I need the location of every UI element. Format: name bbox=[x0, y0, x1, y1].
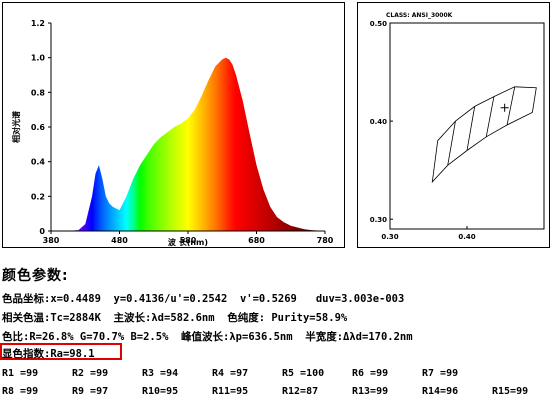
chromaticity-line: 色品坐标:x=0.4489 y=0.4136/u'=0.2542 v'=0.52… bbox=[2, 293, 405, 305]
cri-value: R8 =99 bbox=[2, 386, 39, 397]
spectrum-chart-panel: 0 0.2 0.4 0.6 0.8 1.0 1.2 380 480 580 680 780 波 长(nm… bbox=[2, 2, 345, 248]
cri-value: R4 =97 bbox=[212, 368, 249, 379]
x-tick-label: 380 bbox=[43, 236, 60, 245]
cri-value: R1 =99 bbox=[2, 368, 39, 379]
y-axis-label: 相对光谱 bbox=[11, 111, 21, 143]
x-tick-label: 680 bbox=[248, 236, 265, 245]
y-tick-label: 0.4 bbox=[31, 158, 46, 167]
cie-x-tick-label: 0.40 bbox=[458, 233, 475, 241]
y-tick-label: 1.2 bbox=[31, 19, 45, 28]
cri-value: R10=95 bbox=[142, 386, 179, 397]
cie-y-tick-label: 0.50 bbox=[370, 20, 387, 28]
ansi-quadrangle-divider bbox=[506, 86, 516, 126]
cri-line: 显色指数:Ra=98.1 bbox=[2, 348, 95, 360]
cri-highlight-box bbox=[0, 343, 122, 360]
cie-chart: CLASS: ANSI_3000K 0.30 0.40 0.50 0.30 0.40 bbox=[370, 12, 545, 241]
spectrum-chart: 0 0.2 0.4 0.6 0.8 1.0 1.2 380 480 580 680 780 波 长(nm… bbox=[11, 19, 334, 247]
y-tick-label: 0 bbox=[39, 227, 45, 236]
cie-x-tick-label: 0.30 bbox=[381, 233, 398, 241]
cct-line: 相关色温:Tc=2884K 主波长:λd=582.6nm 色纯度: Purity… bbox=[2, 312, 348, 324]
cri-value: R6 =99 bbox=[352, 368, 389, 379]
cri-value: R13=99 bbox=[352, 386, 389, 397]
color-ratio-line: 色比:R=26.8% G=70.7% B=2.5% 峰值波长:λp=636.5n… bbox=[2, 331, 413, 343]
ansi-quadrangle-divider bbox=[485, 96, 495, 137]
ansi-quadrangle-divider bbox=[466, 106, 476, 151]
cie-plot-frame bbox=[389, 22, 545, 230]
cie-y-tick-label: 0.40 bbox=[370, 118, 387, 126]
cie-chart-title: CLASS: ANSI_3000K bbox=[386, 12, 453, 19]
y-tick-label: 0.2 bbox=[31, 192, 45, 201]
cri-value: R11=95 bbox=[212, 386, 249, 397]
x-tick-label: 580 bbox=[180, 236, 197, 245]
cri-value: R2 =99 bbox=[72, 368, 109, 379]
y-tick-label: 1.0 bbox=[31, 54, 46, 63]
spectrum-area bbox=[51, 57, 325, 232]
cie-chart-panel: CLASS: ANSI_3000K 0.30 0.40 0.50 0.30 0.40 bbox=[357, 2, 550, 248]
params-title: 颜色参数: bbox=[2, 268, 69, 284]
cri-value: R12=87 bbox=[282, 386, 319, 397]
cri-value: R15=99 bbox=[492, 386, 529, 397]
ansi-quadrangle-outline bbox=[431, 86, 537, 184]
x-tick-label: 780 bbox=[317, 236, 334, 245]
y-tick-label: 0.8 bbox=[31, 88, 46, 97]
cri-value: R9 =97 bbox=[72, 386, 109, 397]
y-tick-label: 0.6 bbox=[31, 123, 46, 132]
cie-y-tick-label: 0.30 bbox=[370, 216, 387, 224]
cri-value: R3 =94 bbox=[142, 368, 179, 379]
ansi-quadrangle-divider bbox=[447, 121, 456, 166]
cri-value: R7 =99 bbox=[422, 368, 459, 379]
cri-value: R14=96 bbox=[422, 386, 459, 397]
cri-value: R5 =100 bbox=[282, 368, 325, 379]
x-tick-label: 480 bbox=[111, 236, 128, 245]
x-axis-label: 波 长(nm) bbox=[168, 237, 208, 247]
measured-point bbox=[500, 103, 509, 112]
